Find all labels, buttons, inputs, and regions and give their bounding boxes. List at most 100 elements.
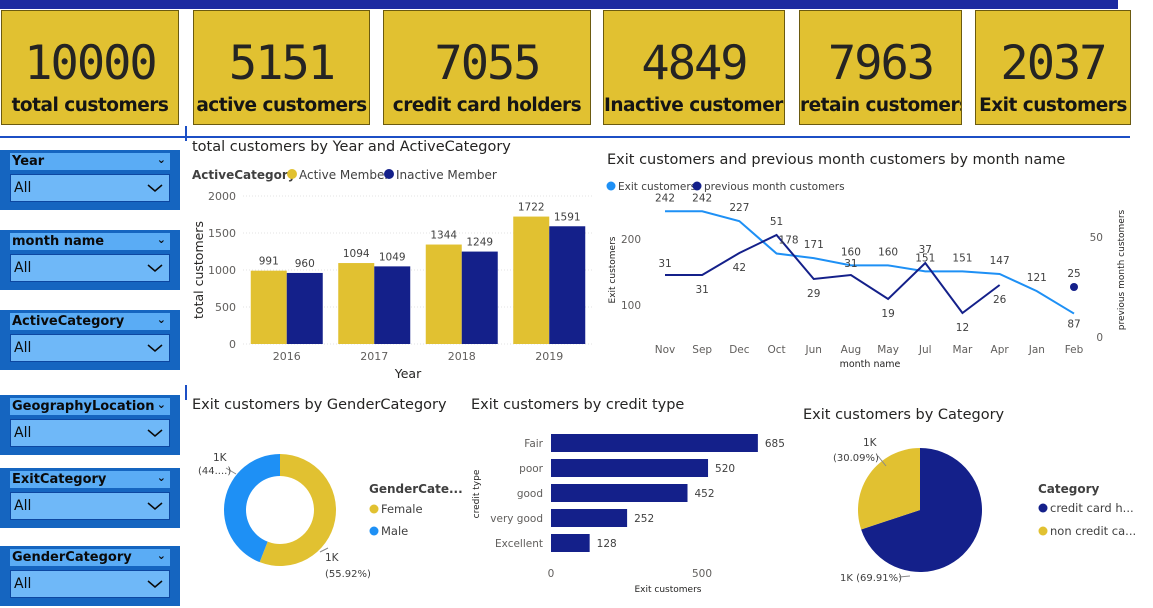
bar-active-member [426,245,462,344]
chart-title-credit-type: Exit customers by credit type [471,397,684,413]
x-tick-label: Nov [655,344,676,356]
kpi-card-active-customers[interactable]: 5151 active customers [193,10,370,125]
kpi-label: active customers [194,95,369,117]
bar-active-member [513,217,549,344]
bar-credit-type [551,534,590,552]
chevron-down-icon[interactable]: ⌄ [157,396,166,413]
chevron-down-icon [147,428,163,438]
data-label-exit: 160 [878,246,898,258]
bar-credit-type [551,434,758,452]
marker-previous-month [1070,283,1078,291]
kpi-card-retain-customers[interactable]: 7963 retain customers [799,10,962,125]
data-label: 1249 [466,237,493,249]
data-label-previous: 31 [695,284,708,296]
data-label-exit: 147 [990,255,1010,267]
x-tick-label: Aug [841,344,862,356]
data-label: 991 [259,256,279,268]
data-label-previous: 31 [844,258,857,270]
chevron-down-icon[interactable]: ⌄ [157,151,166,168]
year-column-chart[interactable]: ActiveCategory Active Member Inactive Memb… [188,160,600,386]
chevron-down-icon[interactable]: ⌄ [157,311,166,328]
kpi-card-credit-card-holders[interactable]: 7055 credit card holders [383,10,591,125]
y2-axis-title: previous month customers [1117,209,1127,330]
category-pie-chart[interactable]: 1K (30.09%) 1K (69.91%) Category credit card… [800,430,1153,608]
x-axis-title: Year [394,366,422,381]
slicer-title: GenderCategory ⌄ [10,549,170,566]
data-label-previous: 31 [658,258,671,270]
data-label-previous: 25 [1067,268,1080,280]
x-tick-label: Sep [692,344,712,356]
divider-line-vertical [185,126,187,141]
kpi-card-total-customers[interactable]: 10000 total customers [1,10,179,125]
chart-title-year: total customers by Year and ActiveCatego… [192,139,511,155]
x-tick-label: 2016 [273,350,301,363]
x-tick-label: Feb [1065,344,1084,356]
slicer-dropdown[interactable]: All [10,334,170,362]
slicer-dropdown[interactable]: All [10,570,170,598]
bar-active-member [338,263,374,344]
x-tick-label: 2019 [535,350,563,363]
legend-label: credit card h... [1050,501,1134,515]
slice-label: 1K [213,452,228,464]
legend-label: Female [381,502,423,516]
data-label-exit: 178 [779,235,799,247]
top-accent-bar [0,0,1118,9]
y-tick-label: 2000 [208,190,236,203]
y2-tick-label: 0 [1096,332,1103,344]
data-label-previous: 37 [919,244,932,256]
chevron-down-icon[interactable]: ⌄ [157,231,166,248]
kpi-card-inactive-customers[interactable]: 4849 Inactive customers [603,10,785,125]
slice-label: 1K (69.91%) [840,573,902,584]
y-tick-label: very good [490,513,543,525]
y-axis-title: Exit customers [608,236,618,303]
legend-marker-exit [607,182,616,191]
legend-marker-inactive [384,169,394,179]
kpi-label: Inactive customers [604,95,784,117]
gender-donut-chart[interactable]: 1K (55.92%) 1K (44....) GenderCate... Female M… [188,420,468,608]
legend-label: Inactive Member [396,168,497,182]
bar-credit-type [551,459,708,477]
slicer-exit-category: ExitCategory ⌄ All [0,468,180,528]
slicer-title: ExitCategory ⌄ [10,471,170,488]
data-label-exit: 242 [692,192,712,204]
legend-marker [370,505,379,514]
bar-active-member [251,271,287,344]
y-tick-label: good [517,488,543,500]
chart-title-month: Exit customers and previous month custom… [607,152,1065,168]
y-tick-label: 1000 [208,264,236,277]
chart-title-gender: Exit customers by GenderCategory [192,397,447,413]
slice-pct: (55.92%) [325,569,371,580]
data-label-exit: 151 [952,252,972,264]
data-label-exit: 160 [841,246,861,258]
x-tick-label: 2018 [448,350,476,363]
month-line-chart[interactable]: Exit customers previous month customers 10… [600,172,1150,372]
slicer-year: Year ⌄ All [0,150,180,210]
data-label-previous: 29 [807,288,820,300]
chevron-down-icon[interactable]: ⌄ [157,547,166,564]
data-label-previous: 51 [770,216,783,228]
slicer-dropdown[interactable]: All [10,492,170,520]
chevron-down-icon [147,579,163,589]
slicer-dropdown[interactable]: All [10,174,170,202]
data-label-previous: 12 [956,322,969,334]
slice-label: 1K [325,552,340,564]
chevron-down-icon[interactable]: ⌄ [157,469,166,486]
legend-marker [1039,527,1048,536]
legend-marker-active [287,169,297,179]
data-label: 252 [634,513,654,525]
data-label-exit: 242 [655,192,675,204]
credit-type-bar-chart[interactable]: Fair 685 poor 520 good 452 very good 252 Excelle… [466,420,796,608]
kpi-card-exit-customers[interactable]: 2037 Exit customers [975,10,1131,125]
bar-credit-type [551,484,688,502]
slicer-title: ActiveCategory ⌄ [10,313,170,330]
x-tick-label: Apr [991,344,1010,356]
bar-inactive-member [462,252,498,344]
data-label-previous: 26 [993,294,1007,306]
slicer-dropdown[interactable]: All [10,254,170,282]
data-label-exit: 87 [1067,319,1080,331]
legend-label: previous month customers [704,181,845,193]
slicer-dropdown[interactable]: All [10,419,170,447]
kpi-label: credit card holders [384,95,590,117]
slicer-title: GeographyLocation ⌄ [10,398,170,415]
kpi-value: 2037 [976,39,1130,89]
